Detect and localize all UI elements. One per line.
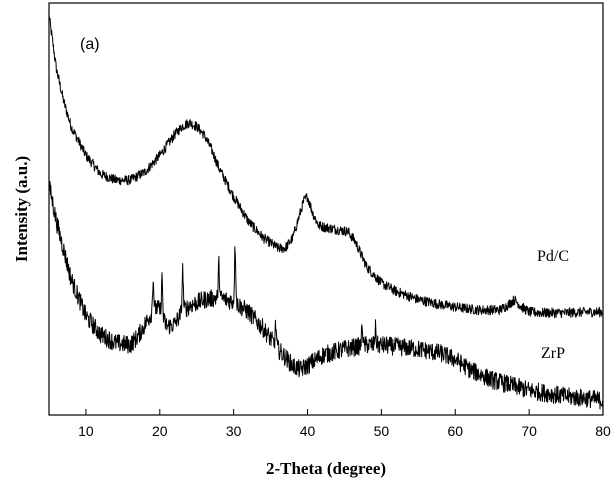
x-tick-label: 60 [447,423,463,439]
x-tick-label: 80 [595,423,611,439]
x-axis-ticks: 10 20 30 40 50 60 70 80 [78,409,611,439]
y-axis-title: Intensity (a.u.) [12,156,31,262]
x-tick-label: 50 [374,423,390,439]
series-label-zrp: ZrP [541,345,565,362]
x-axis-title: 2-Theta (degree) [266,459,386,478]
series-label-pd-c: Pd/C [537,248,569,265]
x-tick-label: 10 [78,423,94,439]
plot-area [48,13,604,410]
x-tick-label: 30 [226,423,242,439]
series-line-pd-c [48,13,604,319]
series-line-zrp [48,179,604,410]
panel-label: (a) [80,36,100,53]
axes-frame [48,2,604,416]
x-tick-label: 70 [521,423,537,439]
x-tick-label: 20 [152,423,168,439]
x-tick-label: 40 [300,423,316,439]
